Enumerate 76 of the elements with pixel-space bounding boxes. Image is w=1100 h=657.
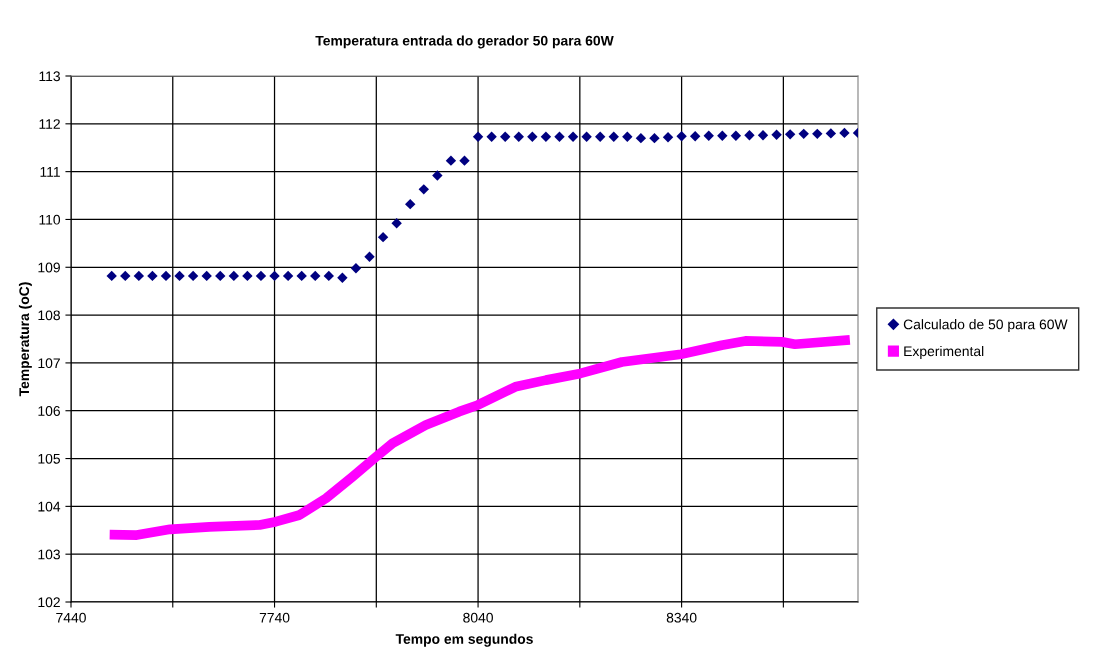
point [676,131,687,142]
point [174,270,185,282]
point [323,270,335,282]
chart-title: Temperatura entrada do gerador 50 para 60W [315,35,614,49]
y-tick-label: 113 [39,71,60,82]
point [567,131,579,142]
x-tick-label: 7440 [56,612,86,623]
y-tick-label: 102 [38,597,60,608]
point [540,131,552,142]
y-tick-label: 104 [38,501,61,512]
y-tick-label: 111 [40,167,60,177]
point [622,131,633,142]
point [215,270,226,282]
y-tick-label: 105 [38,453,60,464]
point [418,184,429,195]
y-tick-label: 112 [39,119,60,129]
point [405,198,416,210]
x-tick-label: 7740 [259,612,290,623]
y-axis-title: Temperatura (oC) [18,282,32,397]
y-tick-label: 109 [38,262,60,273]
point [744,130,755,141]
point [771,129,782,141]
point [364,251,375,262]
point [242,270,253,282]
x-tick-label: 8340 [666,612,697,623]
x-tick-label: 8040 [463,612,493,623]
point [282,270,294,282]
point [445,155,457,166]
point [296,270,307,282]
point [649,132,660,144]
point [459,155,470,166]
point [554,131,565,142]
point [255,270,267,282]
point [391,218,402,229]
y-tick-label: 106 [38,406,60,416]
point [608,131,619,142]
point [703,130,714,141]
point [486,131,497,142]
point [310,270,321,282]
point [269,270,280,282]
point [757,130,769,141]
point [581,131,592,142]
point [106,270,117,282]
legend-label: Experimental [904,345,984,359]
point [350,263,362,274]
point [500,131,511,142]
point [662,132,674,143]
point [228,270,240,282]
y-tick-label: 107 [38,358,60,369]
y-tick-label: 108 [38,310,60,321]
point [839,127,850,139]
point [825,128,837,139]
point [635,132,647,144]
point [133,270,145,282]
point [472,131,484,142]
point [337,272,348,283]
x-axis-title: Tempo em segundos [395,633,533,647]
point [594,131,606,142]
point [513,131,524,142]
legend-label: Calculado de 50 para 60W [903,319,1068,333]
point [784,129,796,140]
point [377,231,389,243]
point [730,130,742,141]
point [689,131,701,142]
y-tick-label: 103 [38,549,60,560]
point [717,130,728,141]
point [432,170,443,181]
point [120,270,131,282]
point [201,270,212,282]
point [798,128,809,140]
point [160,270,172,282]
point [187,270,199,282]
y-tick-label: 110 [39,214,61,225]
point [527,131,538,142]
point [147,270,158,282]
point [812,128,823,140]
